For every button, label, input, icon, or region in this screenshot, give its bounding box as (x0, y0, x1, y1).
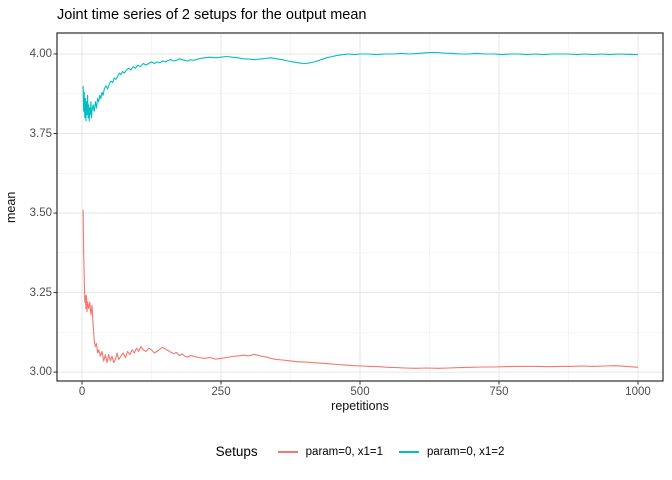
x-tick-label-750: 750 (489, 386, 509, 398)
x-tick-label-0: 0 (78, 386, 86, 398)
legend-line-swatch-setup2 (399, 450, 420, 453)
legend-label-setup1: param=0, x1=1 (305, 445, 384, 458)
legend-line-swatch-setup1 (277, 450, 298, 453)
x-tick-label-500: 500 (350, 386, 370, 398)
y-tick-label-4.00: 4.00 (29, 47, 52, 60)
y-tick-label-3.50: 3.50 (29, 207, 52, 220)
legend-item-setup1: param=0, x1=1 (277, 445, 384, 458)
y-tick-label-3.00: 3.00 (29, 366, 52, 379)
x-tick-label-250: 250 (211, 386, 231, 398)
chart-title: Joint time series of 2 setups for the ou… (57, 7, 367, 23)
x-tick-label-1000: 1000 (625, 386, 651, 398)
x-axis-title: repetitions (331, 399, 389, 413)
legend-title: Setups (215, 444, 258, 459)
y-tick-label-3.25: 3.25 (29, 286, 52, 299)
series-line-2 (82, 51, 639, 122)
series-line-1 (82, 209, 639, 369)
legend-label-setup2: param=0, x1=2 (427, 445, 505, 458)
y-tick-label-3.75: 3.75 (29, 127, 52, 140)
legend: Setups param=0, x1=1 param=0, x1=2 (57, 444, 663, 459)
legend-item-setup2: param=0, x1=2 (399, 446, 504, 458)
